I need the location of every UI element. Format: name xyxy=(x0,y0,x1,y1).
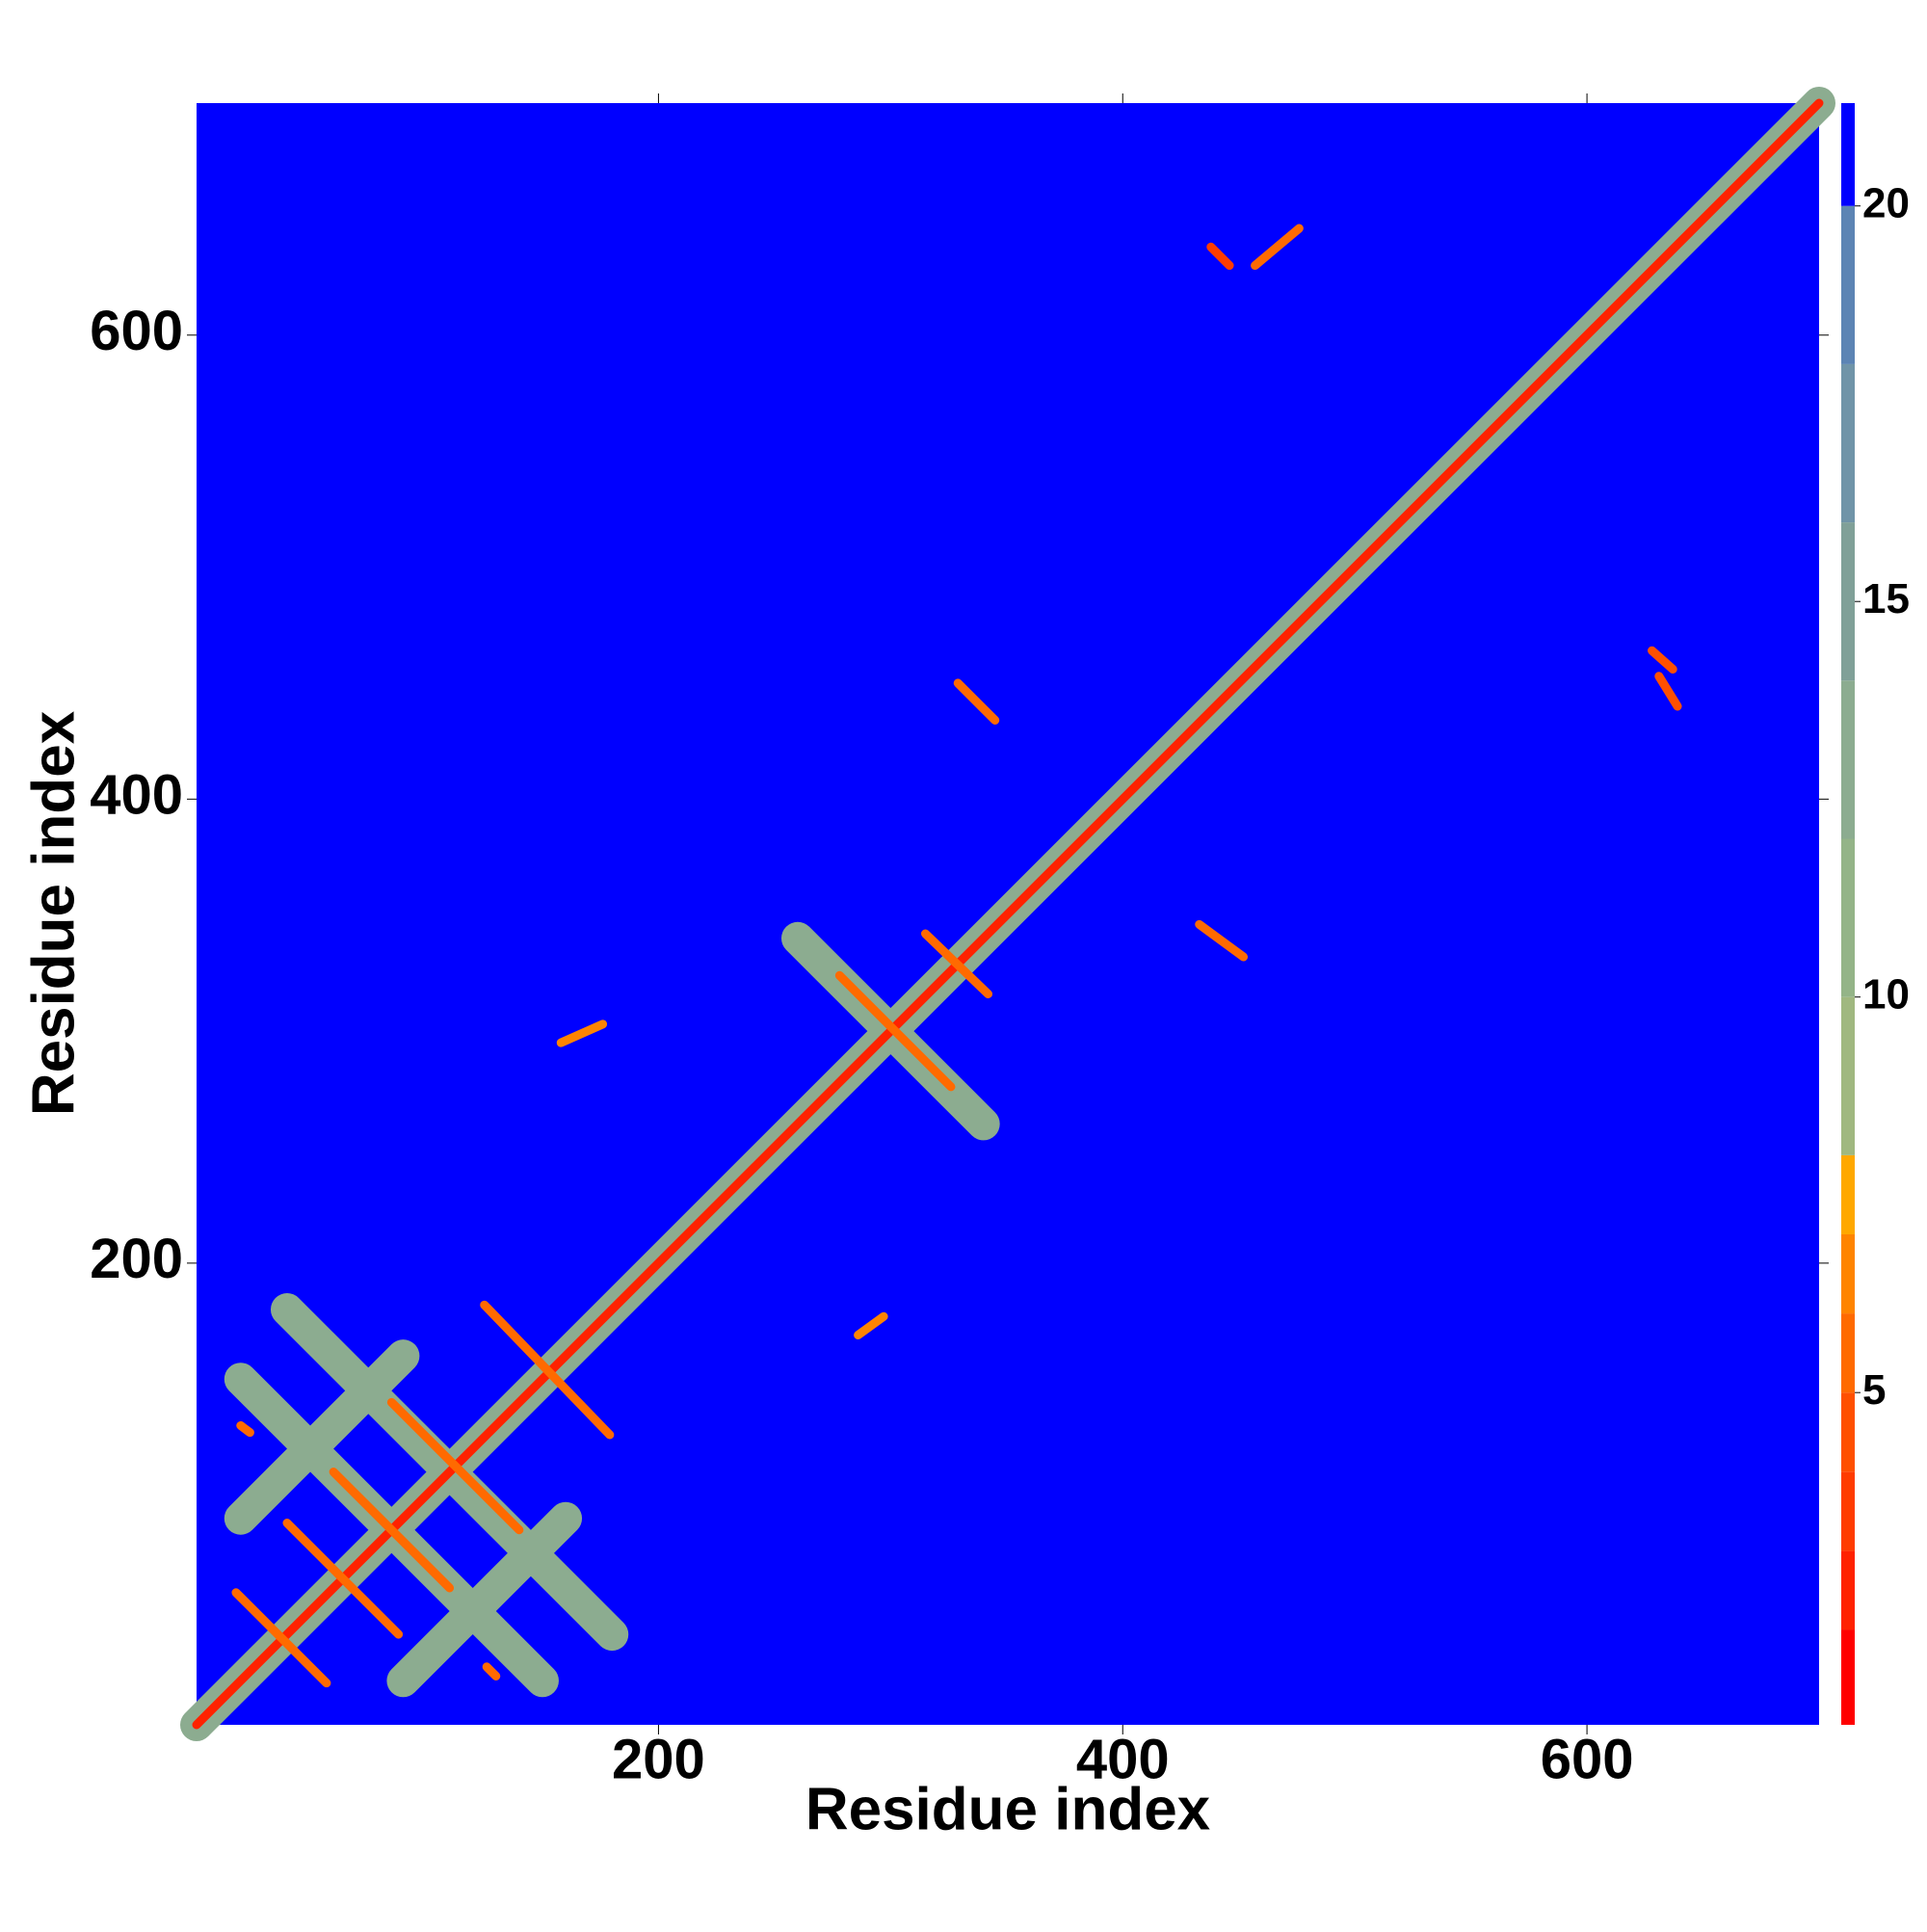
contact-segment xyxy=(231,1588,331,1688)
colorbar-tick-label: 20 xyxy=(1862,179,1910,226)
contact-segment xyxy=(834,970,956,1092)
contact-segment xyxy=(854,1311,888,1340)
colorbar-band xyxy=(1841,996,1855,1155)
colorbar-band xyxy=(1841,1233,1855,1314)
colorbar-band xyxy=(1841,1629,1855,1725)
contact-segment xyxy=(192,98,1824,1730)
contact-segment xyxy=(1654,672,1682,711)
colorbar-band xyxy=(1841,1550,1855,1630)
colorbar-band xyxy=(1841,205,1855,364)
contact-segment xyxy=(1195,919,1249,962)
y-tick-label: 400 xyxy=(90,764,183,827)
contact-segment xyxy=(386,1501,583,1698)
contact-segment xyxy=(1648,646,1677,674)
colorbar-tick-label: 10 xyxy=(1862,970,1910,1018)
x-tick-label: 200 xyxy=(612,1728,705,1790)
x-tick-label: 400 xyxy=(1076,1728,1170,1790)
y-tick-label: 600 xyxy=(90,300,183,362)
colorbar-band xyxy=(1841,838,1855,997)
contact-segment xyxy=(329,1468,455,1593)
contact-segment xyxy=(556,1019,608,1047)
contact-segment xyxy=(386,1397,524,1535)
x-tick-label: 600 xyxy=(1541,1728,1634,1790)
colorbar-tick-label: 5 xyxy=(1862,1366,1886,1414)
contact-segment xyxy=(1206,242,1234,271)
colorbar-band xyxy=(1841,1392,1855,1472)
colorbar-band xyxy=(1841,1313,1855,1393)
colorbar-band xyxy=(1841,1154,1855,1234)
contact-segment xyxy=(282,1519,404,1639)
colorbar-band xyxy=(1841,1471,1855,1551)
contact-segment xyxy=(236,1420,254,1438)
y-tick-label: 200 xyxy=(90,1228,183,1290)
y-axis-label: Residue index xyxy=(20,710,87,1116)
colorbar-band xyxy=(1841,363,1855,523)
colorbar-band xyxy=(1841,103,1855,206)
colorbar-band xyxy=(1841,680,1855,839)
x-axis-label: Residue index xyxy=(805,1776,1211,1842)
contact-segment xyxy=(1251,224,1304,271)
contact-segment xyxy=(953,678,1000,725)
contact-segment xyxy=(482,1662,501,1681)
colorbar-band xyxy=(1841,522,1855,681)
contact-segment xyxy=(920,929,993,999)
contact-segment xyxy=(480,1300,615,1440)
colorbar-tick-label: 15 xyxy=(1862,575,1910,622)
contact-segment xyxy=(224,1339,420,1535)
